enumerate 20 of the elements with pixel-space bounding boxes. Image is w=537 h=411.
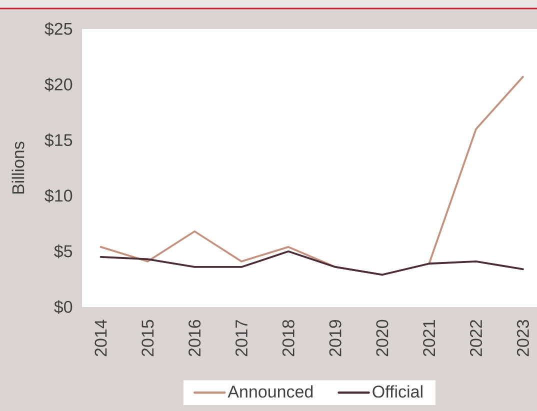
line-series (100, 250, 524, 276)
x-tick-label: 2017 (235, 320, 248, 356)
y-tick-label: $0 (54, 300, 72, 314)
legend-label: Announced (228, 385, 313, 398)
x-tick-label: 2020 (376, 320, 388, 356)
y-tick-label: $15 (44, 133, 72, 148)
y-axis-title: Billions (12, 142, 24, 194)
x-tick-label: 2022 (470, 320, 482, 356)
legend-label: Official (372, 385, 422, 398)
x-tick-label: 2015 (142, 320, 154, 356)
x-tick-label: 2021 (423, 320, 436, 356)
x-tick-label: 2023 (516, 320, 529, 356)
x-tick-label: 2018 (282, 320, 294, 356)
y-tick-label: $10 (44, 188, 72, 203)
y-tick-label: $20 (44, 78, 72, 92)
x-tick-label: 2019 (329, 320, 342, 356)
y-tick-label: $25 (44, 22, 72, 36)
x-tick-label: 2014 (94, 320, 107, 356)
y-tick-label: $5 (54, 244, 72, 258)
x-tick-label: 2016 (188, 320, 201, 356)
